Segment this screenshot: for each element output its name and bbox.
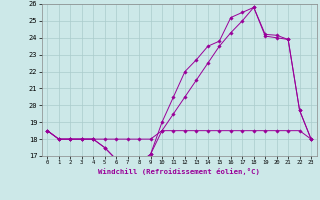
X-axis label: Windchill (Refroidissement éolien,°C): Windchill (Refroidissement éolien,°C) bbox=[98, 168, 260, 175]
